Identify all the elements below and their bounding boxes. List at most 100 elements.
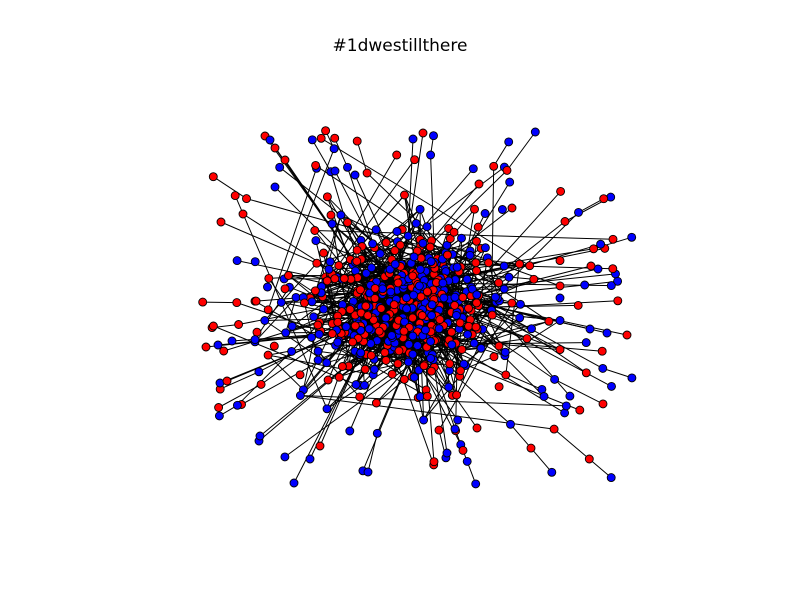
graph-node bbox=[216, 217, 226, 227]
graph-edge bbox=[254, 297, 297, 343]
graph-edge bbox=[493, 141, 510, 167]
graph-node bbox=[355, 285, 365, 295]
graph-node bbox=[622, 330, 632, 340]
graph-edge bbox=[254, 336, 312, 341]
graph-node bbox=[311, 236, 321, 246]
graph-node bbox=[254, 367, 264, 377]
graph-node bbox=[415, 204, 425, 214]
graph-node bbox=[263, 350, 273, 360]
graph-edge bbox=[452, 207, 513, 255]
graph-node bbox=[222, 376, 232, 386]
graph-node bbox=[351, 380, 361, 390]
graph-node bbox=[489, 352, 499, 362]
graph-node bbox=[627, 232, 637, 242]
graph-node bbox=[499, 261, 509, 271]
graph-node bbox=[425, 242, 435, 252]
graph-node bbox=[444, 382, 454, 392]
graph-node bbox=[371, 225, 381, 235]
graph-node bbox=[464, 303, 473, 313]
graph-node bbox=[343, 218, 352, 227]
graph-edge bbox=[438, 302, 513, 431]
graph-node bbox=[452, 262, 462, 272]
graph-node bbox=[613, 296, 623, 306]
graph-edge bbox=[218, 383, 262, 408]
graph-node bbox=[507, 298, 517, 308]
graph-edge bbox=[460, 238, 462, 268]
graph-node bbox=[321, 126, 331, 136]
graph-node bbox=[350, 321, 360, 331]
graph-node bbox=[319, 248, 329, 258]
graph-node bbox=[416, 253, 426, 263]
graph-node bbox=[390, 246, 400, 256]
graph-node bbox=[539, 392, 549, 401]
graph-node bbox=[360, 380, 369, 390]
graph-node bbox=[295, 370, 305, 380]
graph-edge bbox=[202, 301, 237, 304]
graph-edge bbox=[320, 137, 530, 267]
graph-node bbox=[284, 271, 293, 280]
graph-node bbox=[367, 263, 376, 273]
graph-edge bbox=[334, 137, 348, 168]
graph-edge bbox=[344, 332, 350, 367]
graph-node bbox=[361, 301, 371, 311]
graph-node bbox=[327, 219, 337, 229]
graph-node bbox=[393, 278, 403, 288]
graph-node bbox=[480, 243, 490, 253]
graph-node bbox=[555, 281, 565, 291]
graph-node bbox=[311, 160, 321, 170]
graph-node bbox=[360, 364, 370, 374]
graph-edge bbox=[274, 186, 354, 266]
graph-node bbox=[399, 374, 409, 384]
graph-edge bbox=[423, 375, 461, 421]
graph-node bbox=[556, 186, 566, 196]
graph-node bbox=[455, 318, 465, 328]
graph-edge bbox=[267, 354, 304, 391]
graph-node bbox=[242, 194, 251, 204]
graph-node bbox=[607, 381, 616, 391]
graph-node bbox=[419, 361, 429, 371]
graph-node bbox=[404, 339, 414, 349]
graph-node bbox=[390, 259, 400, 269]
graph-node bbox=[450, 292, 460, 302]
graph-node bbox=[410, 155, 420, 165]
graph-node bbox=[336, 210, 346, 220]
graph-node bbox=[381, 313, 391, 323]
graph-edge bbox=[237, 324, 319, 406]
graph-node bbox=[442, 448, 452, 458]
graph-node bbox=[403, 357, 413, 367]
graph-node bbox=[419, 415, 429, 425]
graph-node bbox=[276, 297, 286, 307]
graph-node bbox=[575, 405, 585, 415]
graph-node bbox=[555, 293, 565, 303]
graph-node bbox=[381, 355, 391, 365]
graph-node bbox=[378, 284, 387, 294]
graph-node bbox=[422, 391, 432, 401]
graph-node bbox=[515, 299, 525, 309]
graph-node bbox=[497, 205, 507, 214]
graph-node bbox=[330, 274, 340, 284]
graph-node bbox=[334, 372, 344, 382]
graph-node bbox=[198, 297, 208, 307]
graph-node bbox=[427, 300, 437, 310]
graph-node bbox=[333, 337, 343, 347]
graph-node bbox=[326, 210, 336, 220]
graph-node bbox=[369, 364, 379, 374]
graph-node bbox=[515, 313, 525, 323]
graph-node bbox=[450, 424, 460, 434]
graph-edge bbox=[602, 367, 633, 379]
graph-node bbox=[355, 392, 365, 402]
graph-edge bbox=[431, 183, 480, 242]
graph-node bbox=[219, 346, 229, 356]
graph-node bbox=[348, 337, 358, 347]
graph-node bbox=[408, 313, 418, 323]
graph-node bbox=[438, 278, 448, 288]
graph-node bbox=[366, 339, 376, 349]
graph-node bbox=[467, 284, 477, 294]
graph-node bbox=[426, 257, 436, 267]
graph-node bbox=[447, 340, 457, 350]
graph-node bbox=[561, 401, 571, 411]
graph-node bbox=[352, 256, 362, 266]
graph-node bbox=[374, 326, 384, 336]
graph-node bbox=[270, 182, 280, 192]
graph-node bbox=[392, 150, 402, 160]
